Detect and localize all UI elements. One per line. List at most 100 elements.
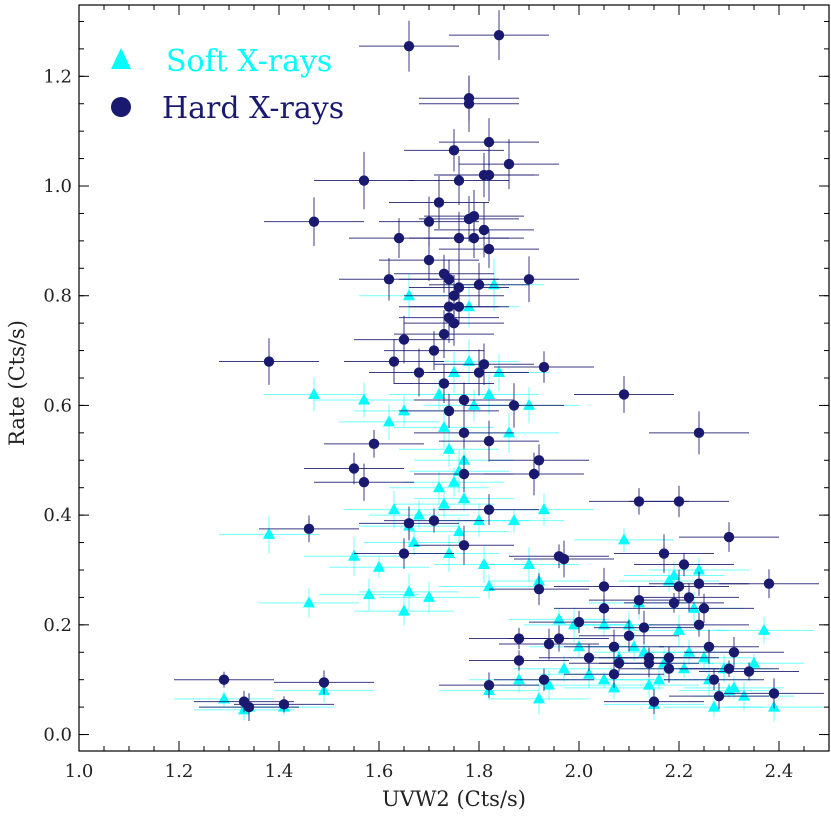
- soft-marker: [738, 689, 750, 701]
- soft-marker: [448, 366, 460, 378]
- data-point: [424, 190, 524, 243]
- data-point: [684, 676, 784, 699]
- data-point: [194, 690, 294, 713]
- data-point: [639, 583, 739, 612]
- data-point: [484, 452, 584, 496]
- y-tick-label: 0.4: [43, 505, 72, 526]
- hard-marker: [608, 641, 620, 652]
- soft-marker: [618, 533, 630, 545]
- hard-marker: [443, 274, 455, 285]
- soft-marker: [508, 514, 520, 526]
- data-point: [554, 596, 654, 621]
- soft-marker: [453, 525, 465, 537]
- hard-marker: [553, 633, 565, 644]
- data-point: [399, 431, 499, 468]
- hard-marker: [658, 548, 670, 559]
- hard-marker: [683, 592, 695, 603]
- data-point: [579, 620, 679, 652]
- hard-marker: [398, 548, 410, 559]
- hard-marker: [423, 216, 435, 227]
- soft-marker: [653, 673, 665, 685]
- soft-marker: [458, 492, 470, 504]
- soft-marker: [413, 508, 425, 520]
- soft-marker: [558, 662, 570, 674]
- soft-marker: [643, 678, 655, 690]
- hard-marker: [743, 666, 755, 677]
- soft-marker: [363, 588, 375, 600]
- x-tick-label: 1.0: [65, 761, 94, 782]
- data-point: [494, 351, 594, 383]
- soft-marker: [448, 475, 460, 487]
- data-point: [319, 578, 419, 611]
- soft-marker: [468, 398, 480, 410]
- data-point: [704, 654, 804, 673]
- hard-marker: [458, 540, 470, 551]
- soft-marker: [523, 558, 535, 569]
- soft-marker: [488, 278, 500, 290]
- data-point: [364, 529, 464, 556]
- data-point: [624, 593, 724, 613]
- data-point: [439, 574, 539, 599]
- soft-marker: [403, 289, 415, 301]
- soft-marker: [628, 640, 640, 652]
- soft-marker: [493, 366, 505, 378]
- hard-marker: [528, 468, 540, 480]
- data-point: [409, 155, 509, 206]
- hard-marker: [768, 688, 780, 699]
- hard-marker: [303, 523, 315, 535]
- soft-marker: [348, 549, 360, 561]
- data-point: [314, 463, 414, 501]
- data-point: [304, 452, 404, 485]
- data-point: [409, 449, 509, 493]
- hard-marker: [348, 463, 360, 474]
- hard-marker: [453, 175, 465, 186]
- soft-marker: [583, 667, 595, 679]
- data-point: [669, 682, 769, 710]
- data-point: [659, 629, 759, 664]
- hard-marker: [713, 690, 725, 702]
- data-point: [359, 20, 459, 72]
- data-point: [499, 628, 599, 660]
- hard-marker: [443, 405, 455, 417]
- hard-marker: [493, 29, 505, 41]
- hard-marker: [468, 210, 480, 222]
- data-point: [719, 569, 819, 599]
- soft-marker: [398, 604, 410, 616]
- hard-marker: [698, 603, 710, 614]
- hard-marker: [473, 367, 485, 378]
- x-tick-label: 2.0: [565, 761, 594, 782]
- data-point: [219, 338, 319, 385]
- hard-marker: [523, 274, 535, 285]
- data-point: [599, 649, 699, 678]
- hard-marker: [448, 317, 460, 329]
- soft-marker: [263, 527, 275, 539]
- soft-marker: [573, 640, 585, 652]
- data-point: [324, 429, 424, 458]
- hard-marker: [413, 367, 425, 378]
- data-point: [409, 517, 509, 546]
- hard-marker: [358, 175, 370, 186]
- soft-marker: [403, 585, 415, 597]
- hard-marker: [438, 328, 450, 340]
- data-point: [479, 256, 579, 303]
- data-point: [459, 139, 559, 190]
- hard-marker: [543, 638, 555, 650]
- soft-marker: [463, 300, 475, 312]
- soft-marker: [463, 355, 475, 367]
- y-tick-label: 1.2: [43, 66, 72, 87]
- hard-marker: [533, 583, 545, 595]
- hard-marker: [393, 232, 405, 244]
- data-point: [429, 262, 529, 307]
- data-point: [469, 650, 569, 671]
- hard-marker: [668, 597, 680, 609]
- hard-marker: [478, 359, 490, 370]
- x-tick-label: 1.2: [165, 761, 194, 782]
- hard-marker: [448, 290, 460, 301]
- soft-marker: [483, 387, 495, 399]
- hard-marker: [383, 274, 395, 285]
- x-axis-label: UVW2 (Cts/s): [382, 787, 526, 811]
- legend-hard-label: Hard X-rays: [162, 91, 344, 126]
- data-point: [259, 588, 359, 618]
- data-point: [574, 376, 674, 413]
- data-point: [329, 556, 429, 579]
